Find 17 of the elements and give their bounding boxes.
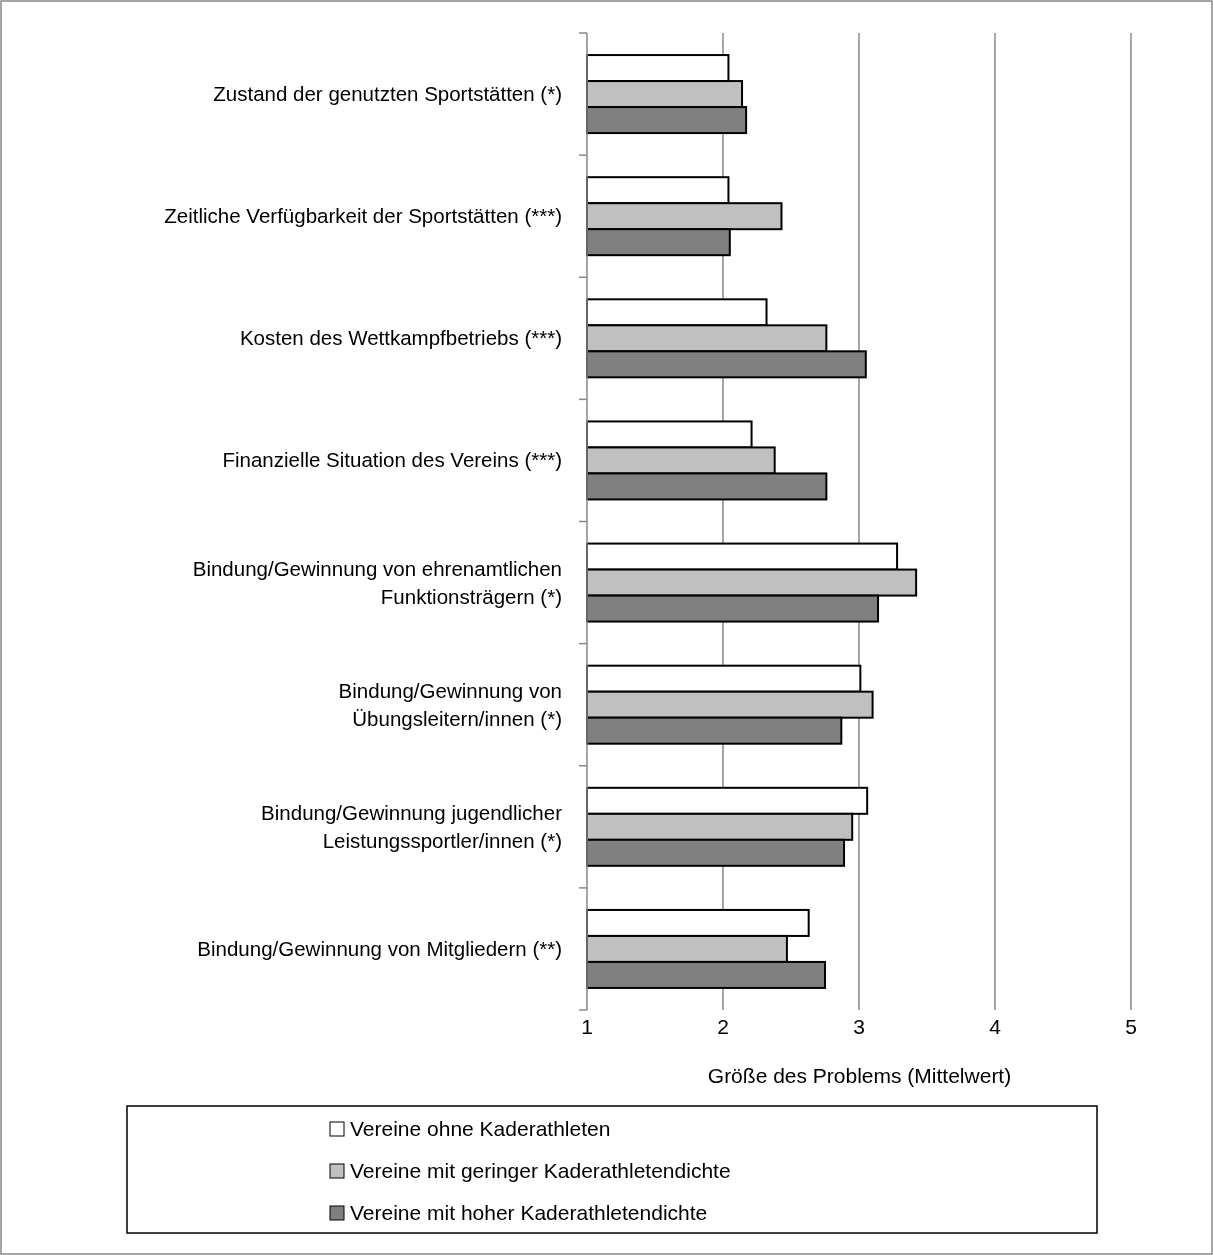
legend-label: Vereine mit hoher Kaderathletendichte [350,1201,708,1224]
y-tick-label: Bindung/Gewinnung von ehrenamtlichen Funktionsträgern (*) [192,556,562,608]
y-tick-label: Zustand der genutzten Sportstätten (*) [213,82,562,106]
y-tick-label: Bindung/Gewinnung von Übungsleitern/innen (*) [338,678,562,730]
x-tick-label: 1 [581,1015,593,1038]
y-tick-label: Bindung/Gewinnung von Mitgliedern (**) [197,936,562,960]
legend-label: Vereine mit geringer Kaderathletendichte [350,1159,731,1182]
x-tick-label: 2 [717,1015,729,1038]
x-axis-title: Größe des Problems (Mittelwert) [707,1064,1012,1087]
x-tick-label: 4 [989,1015,1002,1038]
y-tick-label: Zeitliche Verfügbarkeit der Sportstätten (***) [164,204,562,228]
x-tick-label: 3 [853,1015,865,1038]
y-tick-label: Bindung/Gewinnung jugendlicher Leistungssportler/innen (*) [261,800,563,852]
y-tick-label: Finanzielle Situation des Vereins (***) [222,448,562,472]
legend-label: Vereine ohne Kaderathleten [350,1117,611,1140]
x-tick-label: 5 [1125,1015,1137,1038]
y-tick-label: Kosten des Wettkampfbetriebs (***) [239,326,562,350]
